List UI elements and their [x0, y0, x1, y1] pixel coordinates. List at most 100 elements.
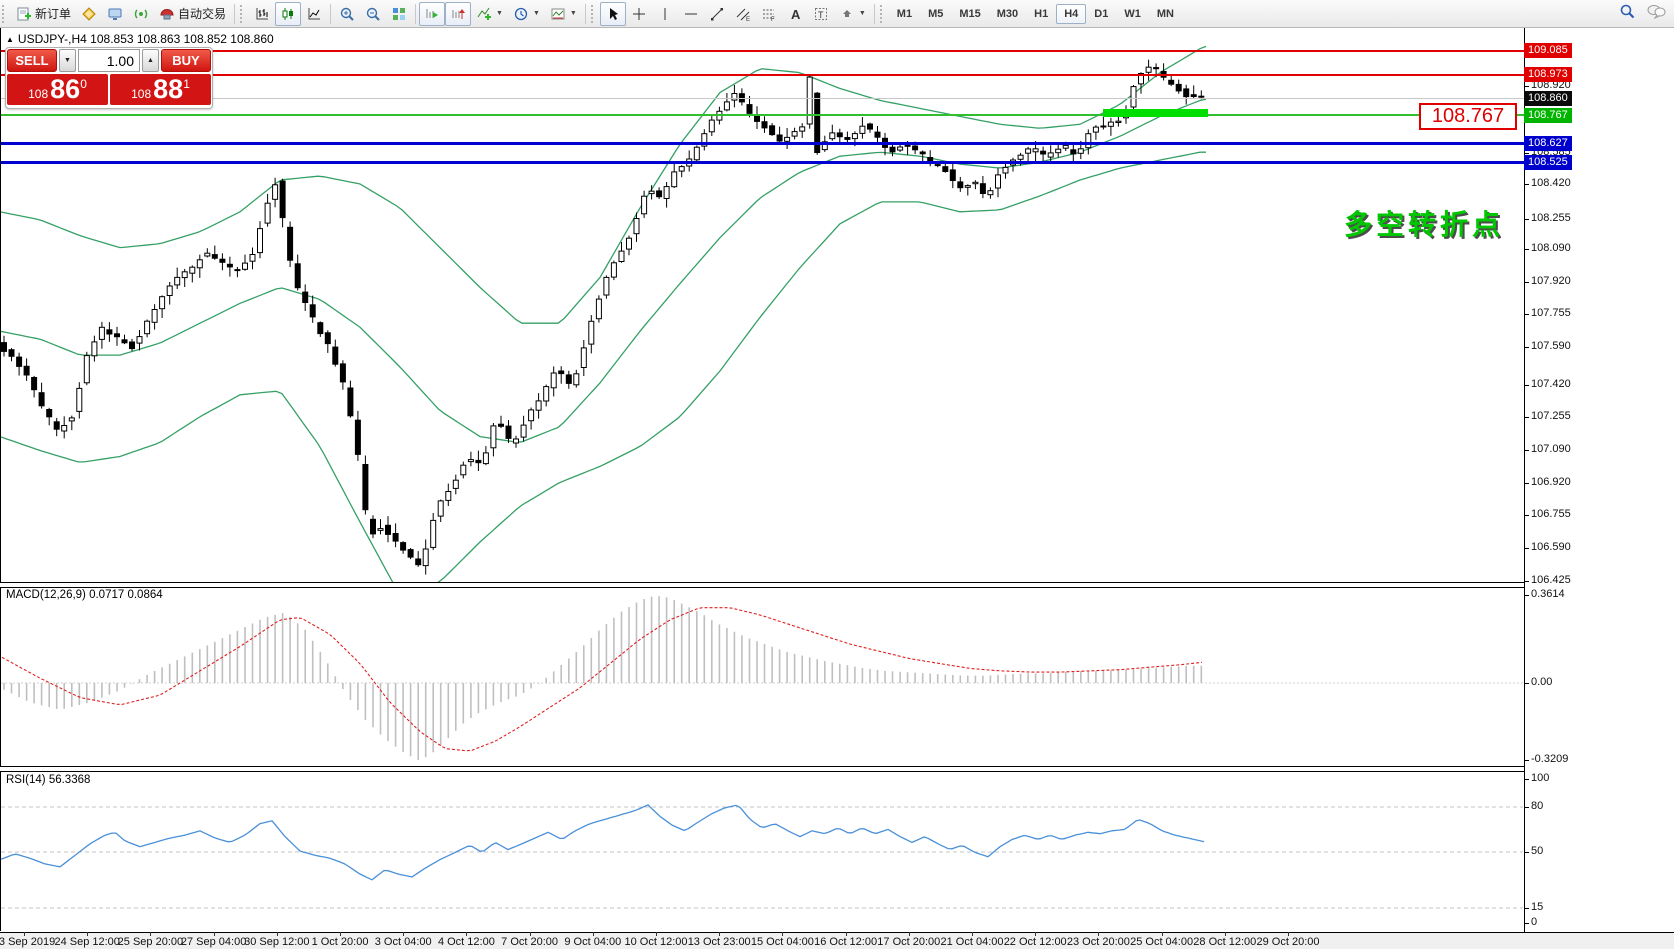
date-tick	[213, 932, 215, 936]
line-chart-button[interactable]	[301, 2, 327, 26]
tf-w1-button[interactable]: W1	[1124, 7, 1141, 20]
crosshair-icon	[631, 6, 647, 22]
gold-button[interactable]	[76, 2, 102, 26]
terminal-button[interactable]	[102, 2, 128, 26]
date-tick	[1161, 932, 1163, 936]
volume-increase-button[interactable]: ▲	[142, 49, 159, 72]
hline-108.525[interactable]	[1, 160, 1524, 164]
tf-mn-button[interactable]: MN	[1156, 7, 1174, 20]
date-label: 28 Oct 12:00	[1193, 936, 1257, 948]
candlestick-chart-button[interactable]	[275, 1, 302, 26]
tf-m1-button[interactable]: M1	[896, 7, 913, 20]
buy-button[interactable]: BUY	[161, 49, 211, 72]
svg-text:T: T	[818, 10, 824, 20]
chevron-down-icon: ▼	[532, 10, 540, 17]
rsi-tick-label: 80	[1531, 800, 1544, 812]
date-tick	[276, 932, 278, 936]
trendline-button[interactable]	[704, 2, 730, 26]
hline-108.973[interactable]	[1, 74, 1524, 76]
horizontal-line-button[interactable]	[678, 2, 704, 26]
vertical-line-button[interactable]	[652, 2, 678, 26]
fibonacci-button[interactable]: F	[756, 2, 782, 26]
collapse-panel-icon[interactable]: ▲	[6, 35, 14, 44]
sell-price-sup: 0	[80, 77, 87, 91]
date-tick	[403, 932, 405, 936]
equidistant-channel-button[interactable]: E	[730, 2, 756, 26]
horizontal-line-icon	[683, 6, 699, 22]
chart-shift-button[interactable]	[445, 1, 472, 26]
chevron-down-icon: ▼	[569, 10, 577, 17]
hline-108.767[interactable]	[1, 114, 1524, 116]
buy-price-display[interactable]: 108 88 1	[110, 74, 211, 105]
tf-m15-button[interactable]: M15	[959, 7, 981, 20]
toolbar-grip	[240, 4, 247, 23]
chinese-note-label[interactable]: 多空转折点	[1344, 209, 1505, 240]
auto-scroll-button[interactable]	[419, 1, 446, 26]
price-badge-108.627: 108.627	[1524, 136, 1572, 151]
bollinger-lower	[1, 151, 1206, 582]
zoom-in-button[interactable]	[334, 2, 360, 26]
sell-price-display[interactable]: 108 86 0	[7, 74, 108, 105]
date-label: 9 Oct 04:00	[564, 936, 622, 948]
price-note-box[interactable]: 108.767	[1419, 103, 1517, 130]
candlestick-icon	[280, 6, 296, 22]
search-icon[interactable]	[1619, 3, 1636, 25]
date-tick	[466, 932, 468, 936]
bollinger-upper	[1, 45, 1207, 324]
periods-button[interactable]: ▼	[508, 2, 545, 26]
pane-separator-rsi[interactable]	[0, 766, 1524, 772]
rsi-tick-dash	[1524, 807, 1529, 808]
macd-tick-label: -0.3209	[1531, 753, 1569, 765]
tf-d1-button[interactable]: D1	[1094, 7, 1109, 20]
price-tick-label: 107.420	[1531, 378, 1571, 390]
tf-h4-button[interactable]: H4	[1056, 3, 1087, 24]
auto-trading-button[interactable]: 自动交易	[154, 2, 231, 26]
new-order-icon	[16, 6, 32, 22]
template-icon	[550, 6, 566, 22]
price-tick-label: 107.755	[1531, 307, 1571, 319]
indicators-button[interactable]: ▼	[471, 2, 508, 26]
gold-diamond-icon	[81, 6, 97, 22]
cursor-button[interactable]	[599, 1, 626, 26]
sell-button[interactable]: SELL	[7, 49, 57, 72]
templates-button[interactable]: ▼	[545, 2, 582, 26]
text-label-button[interactable]: T	[808, 2, 834, 26]
bar-chart-button[interactable]	[249, 2, 275, 26]
chat-icon[interactable]	[1646, 3, 1666, 24]
date-label: 27 Sep 04:00	[180, 936, 247, 948]
text-button[interactable]: A	[782, 2, 808, 26]
date-label: 15 Oct 04:00	[750, 936, 814, 948]
tf-h1-button[interactable]: H1	[1034, 7, 1049, 20]
volume-input[interactable]: 1.00	[78, 49, 140, 72]
price-tick-dash	[1524, 86, 1529, 87]
zoom-out-button[interactable]	[360, 2, 386, 26]
volume-decrease-button[interactable]: ▼	[59, 49, 76, 72]
hline-108.860[interactable]	[1, 97, 1524, 99]
date-tick	[656, 932, 657, 936]
crosshair-button[interactable]	[626, 2, 652, 26]
hline-108.627[interactable]	[1, 141, 1524, 145]
tf-m30-button[interactable]: M30	[996, 7, 1019, 20]
price-badge-109.085: 109.085	[1524, 43, 1572, 58]
green-trend-segment[interactable]	[1103, 109, 1208, 117]
date-tick	[908, 932, 910, 936]
auto-scroll-icon	[424, 6, 440, 22]
signals-button[interactable]	[128, 2, 154, 26]
toolbar-grip	[2, 4, 9, 23]
date-label: 16 Oct 12:00	[814, 936, 878, 948]
price-tick-dash	[1524, 314, 1529, 315]
cursor-icon	[605, 6, 621, 22]
price-badge-108.525: 108.525	[1524, 155, 1572, 170]
date-label: 25 Oct 04:00	[1130, 936, 1194, 948]
tile-windows-button[interactable]	[386, 2, 412, 26]
hline-109.085[interactable]	[1, 50, 1524, 52]
sell-price-small: 108	[28, 86, 49, 101]
macd-tick-dash	[1524, 760, 1529, 761]
rsi-tick-label: 15	[1531, 901, 1544, 913]
new-order-button[interactable]: 新订单	[11, 2, 76, 26]
pane-separator-macd[interactable]	[0, 582, 1524, 588]
date-tick	[340, 932, 341, 936]
tf-m5-button[interactable]: M5	[928, 7, 944, 20]
arrows-button[interactable]: ▼	[834, 2, 871, 26]
price-tick-dash	[1524, 347, 1529, 348]
